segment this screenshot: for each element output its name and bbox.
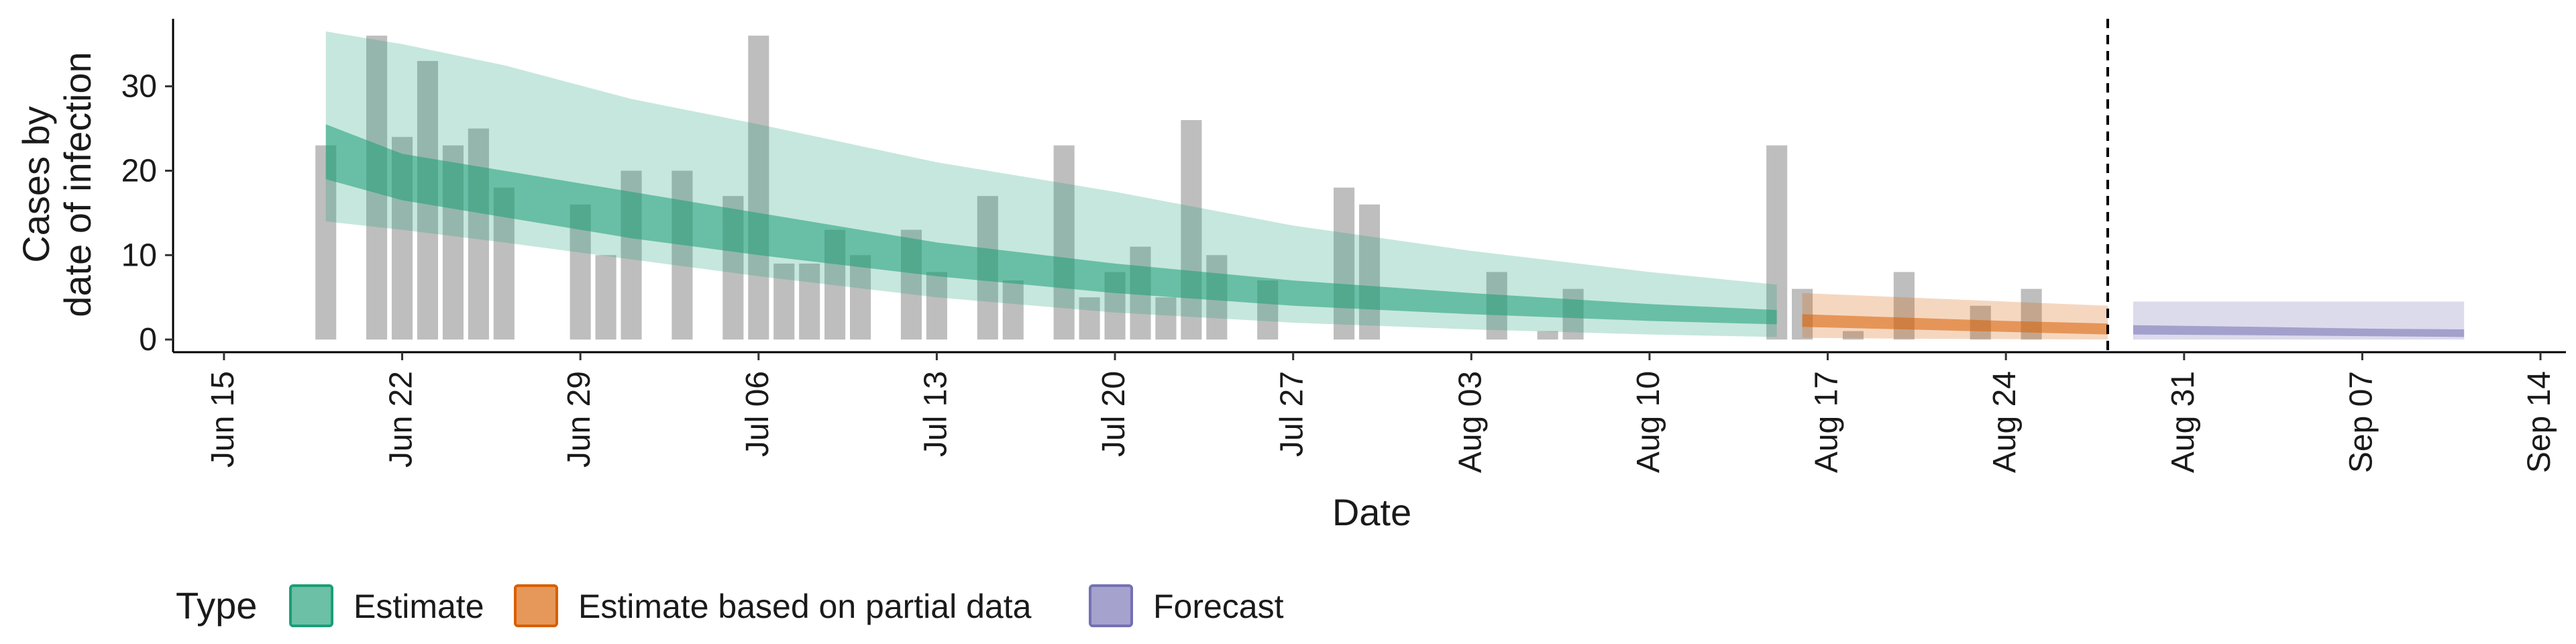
case-bar-2020-07-18 <box>1053 145 1075 340</box>
x-tick-label: Aug 31 <box>2165 371 2201 473</box>
case-bar-2020-07-13 <box>926 272 947 340</box>
case-bar-2020-07-10 <box>850 255 871 340</box>
x-tick-label: Sep 07 <box>2343 371 2379 473</box>
case-bar-2020-07-30 <box>1358 204 1381 340</box>
legend-key-estimate-based-on-partial-data <box>514 584 558 627</box>
legend-key-estimate <box>289 584 333 627</box>
legend-label-estimate-based-on-partial-data: Estimate based on partial data <box>578 588 1032 625</box>
case-bar-2020-08-18 <box>1842 331 1864 340</box>
x-tick-label: Jun 22 <box>384 371 419 468</box>
case-bar-2020-08-16 <box>1792 288 1813 340</box>
y-axis-title-line: date of infection <box>56 52 99 317</box>
x-axis-title: Date <box>1332 491 1411 533</box>
case-bar-2020-08-15 <box>1766 145 1788 340</box>
y-tick-label: 10 <box>121 237 157 273</box>
y-tick-label: 20 <box>121 153 157 189</box>
legend-item-estimate: Estimate <box>289 584 484 627</box>
y-tick-label: 30 <box>121 69 157 105</box>
x-tick-label: Sep 14 <box>2522 371 2557 473</box>
x-tick-label: Aug 17 <box>1809 371 1845 473</box>
legend: Type Estimate Estimate based on partial da… <box>176 584 1284 627</box>
case-bar-2020-07-19 <box>1079 297 1100 340</box>
x-tick-label: Aug 10 <box>1631 371 1666 473</box>
axes: 0 10 20 30 Jun 15 Jun 22 Jun 29 Jul 06 Jul 13 Jul… <box>121 19 2566 473</box>
case-bar-2020-06-25 <box>468 128 489 340</box>
case-bar-2020-07-08 <box>799 263 820 340</box>
estimate-based-on-partial-data-inner-band <box>1802 314 2108 335</box>
y-tick-label: 0 <box>139 322 157 358</box>
case-bar-2020-07-16 <box>1002 280 1024 340</box>
case-bar-2020-07-23 <box>1181 119 1202 340</box>
estimate-inner-band <box>325 124 1777 325</box>
legend-key-forecast <box>1089 584 1133 627</box>
x-tick-label: Aug 03 <box>1452 371 1488 473</box>
forecast-inner-band <box>2133 325 2465 337</box>
legend-item-forecast: Forecast <box>1089 584 1284 627</box>
x-tick-label: Jul 20 <box>1096 371 1132 457</box>
estimate-bands <box>325 31 2465 340</box>
x-tick-label: Jul 13 <box>918 371 953 457</box>
legend-title: Type <box>176 584 257 627</box>
case-bar-2020-08-06 <box>1537 331 1558 340</box>
case-bar-2020-07-03 <box>672 170 693 340</box>
x-tick-label: Aug 24 <box>1987 371 2023 473</box>
case-bar-2020-07-22 <box>1155 297 1177 340</box>
y-axis-title: Cases by date of infection <box>15 52 99 317</box>
y-axis-title-line: Cases by <box>15 106 57 262</box>
legend-item-estimate-based-on-partial-data: Estimate based on partial data <box>514 584 1032 627</box>
legend-label-estimate: Estimate <box>354 588 484 625</box>
case-bar-2020-07-06 <box>748 36 769 340</box>
case-bar-2020-07-07 <box>773 263 795 340</box>
case-bar-2020-06-30 <box>595 255 616 340</box>
x-tick-label: Jul 06 <box>740 371 775 457</box>
x-tick-label: Jul 27 <box>1275 371 1310 457</box>
legend-label-forecast: Forecast <box>1153 588 1284 625</box>
case-bar-2020-07-29 <box>1333 187 1355 340</box>
estimate-outer-band <box>325 31 1777 337</box>
x-tick-label: Jun 29 <box>561 371 597 468</box>
x-tick-label: Jun 15 <box>205 371 241 468</box>
